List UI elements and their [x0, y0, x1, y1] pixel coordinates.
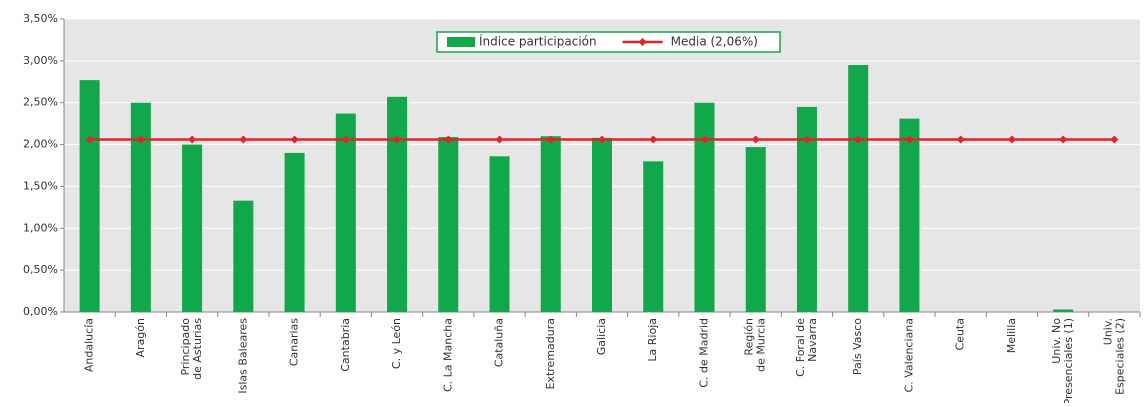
legend-box	[436, 31, 781, 53]
y-tick-label: 2,00%	[23, 138, 58, 151]
legend-label: Índice participación	[479, 34, 597, 49]
y-tick-label: 1,50%	[23, 179, 58, 192]
line-marker	[700, 135, 709, 144]
line-marker	[188, 135, 197, 144]
x-tick-label: C. y León	[390, 318, 403, 369]
line-marker	[495, 135, 504, 144]
line-marker	[239, 135, 248, 144]
line-marker	[751, 135, 760, 144]
x-tick-label: Islas Baleares	[236, 318, 249, 394]
x-tick-label: Regiónde Murcia	[743, 318, 768, 372]
bar	[79, 80, 100, 313]
line-marker	[85, 135, 94, 144]
x-tick-label: Aragón	[134, 318, 147, 358]
bar	[335, 113, 356, 313]
x-tick-label: Univ. NoPresenciales (1)	[1050, 318, 1075, 403]
bar	[745, 147, 766, 312]
bar	[387, 96, 408, 313]
bar	[130, 102, 151, 312]
bar	[182, 144, 203, 312]
x-tick-label: C. Foral deNavarra	[794, 318, 819, 377]
line-marker	[598, 135, 606, 144]
line-marker	[1110, 135, 1119, 144]
bar	[233, 200, 254, 312]
line-marker	[1059, 135, 1068, 144]
bar	[489, 156, 510, 312]
y-tick-label: 0,50%	[23, 263, 58, 276]
line-marker	[802, 135, 811, 144]
x-tick-label: Andalucía	[83, 318, 96, 372]
x-tick-label: C. Valenciana	[902, 318, 915, 392]
x-tick-label: Extremadura	[544, 318, 557, 390]
x-tick-label: C. de Madrid	[697, 318, 710, 388]
x-tick-label: Galicia	[595, 318, 608, 355]
line-marker	[136, 135, 145, 144]
bar	[643, 161, 664, 312]
line-marker	[905, 135, 914, 144]
x-tick-label: Principadode Asturias	[179, 318, 204, 380]
line-marker	[649, 135, 658, 144]
x-tick-label: Melilla	[1005, 318, 1018, 353]
line-marker	[393, 135, 402, 144]
bar	[438, 137, 459, 312]
y-tick-label: 2,50%	[23, 96, 58, 109]
bar	[796, 106, 817, 313]
y-tick-label: 3,50%	[23, 12, 58, 25]
x-tick-label: C. La Mancha	[441, 318, 454, 392]
line-marker	[444, 135, 453, 144]
x-tick-label: La Rioja	[646, 318, 659, 362]
line-marker	[546, 135, 555, 144]
bar	[592, 137, 612, 312]
bar	[540, 136, 561, 312]
x-tick-label: Canarias	[288, 318, 301, 366]
y-tick-label: 0,00%	[23, 305, 58, 318]
bar	[1053, 309, 1074, 312]
y-tick-label: 1,00%	[23, 221, 58, 234]
legend-label: Media (2,06%)	[671, 35, 758, 49]
y-tick-label: 3,00%	[23, 54, 58, 67]
line-marker	[341, 135, 350, 144]
x-tick-label: Cantabria	[339, 318, 352, 372]
x-tick-label: Univ.Especiales (2)	[1101, 318, 1126, 395]
x-tick-label: Ceuta	[954, 318, 967, 350]
line-marker	[1007, 135, 1016, 144]
bar	[848, 65, 869, 313]
x-tick-label: Cataluña	[493, 318, 506, 367]
line-marker	[854, 135, 863, 144]
legend-swatch	[447, 37, 475, 47]
legend-marker	[638, 38, 647, 46]
bar	[284, 152, 305, 312]
x-tick-label: País Vasco	[851, 318, 864, 375]
line-marker	[290, 135, 299, 144]
line-marker	[956, 135, 965, 144]
bar	[899, 118, 920, 313]
bar	[694, 102, 715, 312]
